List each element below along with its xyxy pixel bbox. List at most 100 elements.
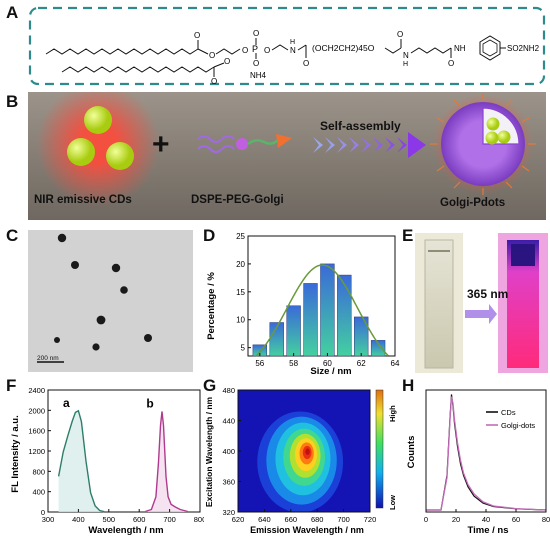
f-xtick-label: 800 <box>194 515 204 524</box>
oxygen-4: O <box>264 46 270 55</box>
panel-a-structure: O O O P O O O H N O (OCH2CH2)45O O N H O… <box>28 6 546 86</box>
f-xlabel: Wavelength / nm <box>88 525 163 536</box>
g-xlabel: Emission Wavelength / nm <box>250 525 364 535</box>
ester-bond-1 <box>197 48 209 55</box>
upper-alkyl-chain <box>45 48 199 55</box>
panel-d-chart: 56 58 60 62 64 5 10 15 20 25 Size / nm Percentage… <box>206 232 400 377</box>
h-xlabel: Time / ns <box>467 525 508 536</box>
heatmap-contours <box>257 411 344 512</box>
golgi-targeting-group <box>276 134 292 148</box>
histogram-bar <box>337 274 352 357</box>
spectrum-line-a <box>57 409 105 513</box>
fl-spectra-plot: a b 300 400 500 600 700 800 0 400 800 1200 1600 2000 2… <box>28 386 204 524</box>
self-assembly-arrow <box>313 132 426 158</box>
legend-label: CDs <box>501 408 516 417</box>
excitation-emission-plot: 620 640 660 680 700 720 320 360 400 440 480 <box>222 386 376 524</box>
g-ytick-label: 320 <box>222 508 235 517</box>
dspe-label: DSPE-PEG-Golgi <box>191 194 284 206</box>
histogram-bar <box>286 305 301 357</box>
series-label-a: a <box>63 396 70 410</box>
h-xtick-label: 40 <box>482 515 490 524</box>
sulfonamide: SO2NH2 <box>507 44 540 53</box>
peg-formula: (OCH2CH2)45O <box>312 43 375 53</box>
f-ytick-label: 2000 <box>28 406 45 415</box>
f-xtick-label: 300 <box>42 515 55 524</box>
h-xtick-label: 80 <box>542 515 550 524</box>
tem-background <box>28 230 193 372</box>
oxygen-8: O <box>211 77 217 86</box>
colorbar-low: Low <box>388 495 397 510</box>
dashed-frame <box>28 6 546 86</box>
panel-label-f: F <box>6 376 17 395</box>
d-xtick-label: 58 <box>289 359 298 368</box>
tem-particle <box>92 343 100 351</box>
oxygen-2: O <box>209 51 215 60</box>
f-ytick-label: 400 <box>32 488 45 497</box>
pentyl-chain <box>410 47 452 54</box>
histogram-bar <box>370 340 386 357</box>
g-ytick-label: 440 <box>222 417 235 426</box>
panel-label-d: D <box>203 226 216 245</box>
ester-bond-2 <box>213 62 225 68</box>
ammonium: NH4 <box>250 71 267 80</box>
h-ylabel: Counts <box>406 436 417 469</box>
f-ytick-label: 1600 <box>28 427 45 436</box>
series-label-b: b <box>146 396 153 410</box>
oxygen-9: O <box>224 57 230 66</box>
benzene-inner <box>482 39 498 57</box>
oxygen-p-bottom: O <box>253 59 259 68</box>
g-xtick-label: 680 <box>311 515 324 524</box>
f-ytick-label: 2400 <box>28 386 45 395</box>
carbamate-bond <box>297 44 307 51</box>
carbon-dot-2 <box>67 138 95 166</box>
tem-particle <box>144 334 152 342</box>
d-xtick-label: 56 <box>255 359 264 368</box>
panel-label-e: E <box>402 226 414 245</box>
panel-label-c: C <box>6 226 19 245</box>
benzene-ring <box>479 35 501 61</box>
cuvette-daylight <box>424 239 454 369</box>
cuvette-meniscus <box>428 250 450 252</box>
g-xtick-label: 620 <box>232 515 245 524</box>
tem-particle <box>71 261 79 269</box>
h-xtick-label: 0 <box>424 515 428 524</box>
fluorescence-decay-plot: CDs Golgi-dots 0 20 40 60 80 <box>424 389 550 524</box>
d-ytick-label: 5 <box>241 344 246 353</box>
h-atom: H <box>290 39 295 46</box>
h-xtick-label: 20 <box>452 515 460 524</box>
gaussian-fit-curve <box>255 264 389 357</box>
cuvette-uv-top <box>511 244 535 266</box>
d-ytick-label: 10 <box>236 316 245 325</box>
pdots-peg-corona <box>430 93 536 195</box>
lipid-head <box>236 138 248 150</box>
f-ylabel: FL Intensity / a.u. <box>10 415 21 492</box>
scale-bar-label: 200 nm <box>37 355 59 362</box>
carbon-dot-1 <box>84 106 112 134</box>
f-xtick-label: 400 <box>72 515 85 524</box>
panel-e-photos: 365 nm <box>415 233 548 373</box>
cds-red-halo <box>36 92 160 206</box>
tem-particle <box>57 233 67 243</box>
g-ytick-label: 400 <box>222 447 235 456</box>
oxygen-3: O <box>242 46 248 55</box>
self-assembly-label: Self-assembly <box>320 119 401 133</box>
d-xtick-label: 60 <box>323 359 332 368</box>
h-atom-2: H <box>403 61 408 68</box>
g-ytick-label: 360 <box>222 478 235 487</box>
panel-c-tem-image: 200 nm <box>28 230 193 372</box>
amide-nh: NH <box>454 44 466 53</box>
spectrum-line-b <box>145 411 188 513</box>
oxygen-p-top: O <box>253 29 259 38</box>
g-xtick-label: 700 <box>337 515 350 524</box>
d-ytick-label: 15 <box>236 288 245 297</box>
carbon-dot-3 <box>106 142 134 170</box>
plus-sign: + <box>152 128 170 161</box>
lipid-tail-1 <box>197 135 235 143</box>
colorbar-high: High <box>388 405 397 422</box>
colorbar <box>375 389 384 509</box>
uv-arrow <box>465 304 497 324</box>
pdots-label: Golgi-Pdots <box>440 197 505 209</box>
histogram-bar <box>303 283 318 357</box>
panel-h-chart: CDs Golgi-dots 0 20 40 60 80 Time / ns Counts <box>406 389 550 536</box>
ethyl-linker <box>271 44 289 51</box>
